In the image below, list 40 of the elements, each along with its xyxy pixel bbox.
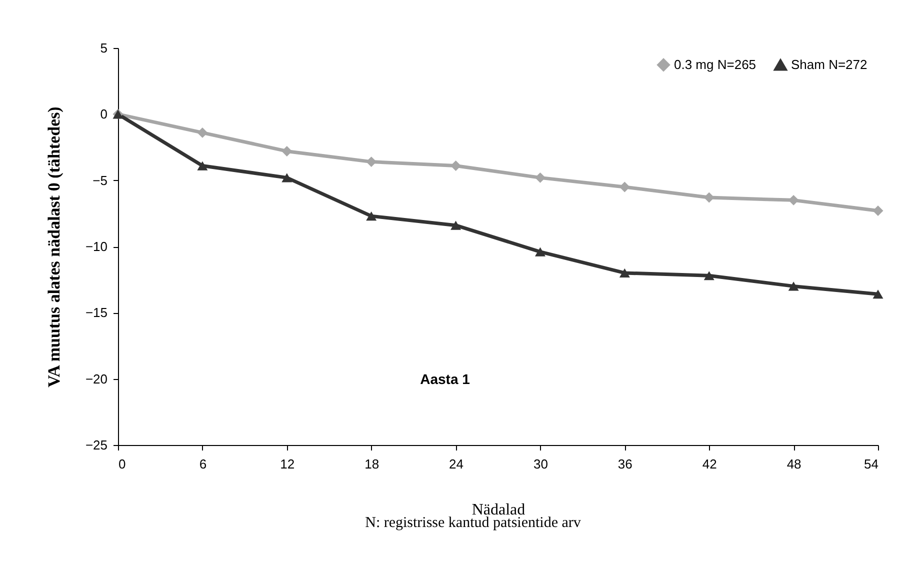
y-tick-label: 0 [100, 106, 108, 122]
y-tick-label: 5 [100, 40, 108, 56]
y-axis-title: VA muutus alates nädalast 0 (tähtedes) [44, 106, 64, 388]
point [282, 146, 292, 156]
point [872, 290, 884, 299]
point [619, 182, 630, 192]
x-tick-label: 30 [533, 456, 548, 472]
point [366, 156, 377, 168]
point [788, 282, 799, 291]
x-tick-label: 18 [364, 456, 380, 472]
x-tick-label: 12 [280, 456, 295, 472]
point [197, 161, 208, 170]
legend-label: 0.3 mg N=265 [674, 56, 756, 72]
annotation: Aasta 1 [420, 371, 470, 387]
point [704, 192, 714, 203]
point [366, 212, 377, 221]
point [197, 127, 208, 138]
x-tick-label: 48 [786, 456, 802, 472]
y-tick-label: −5 [92, 172, 108, 188]
point [534, 172, 546, 183]
point [619, 268, 630, 278]
point [872, 206, 884, 216]
y-tick-label: −15 [85, 305, 108, 320]
point [534, 247, 546, 256]
y-tick-label: −20 [85, 371, 108, 386]
point [450, 220, 462, 230]
x-tick-label: 36 [618, 456, 632, 472]
y-tick-label: −25 [85, 438, 108, 452]
legend-label: Sham N=272 [791, 57, 868, 72]
x-tick-label: 54 [864, 456, 878, 472]
point [704, 271, 714, 280]
x-tick-label: 6 [199, 456, 207, 472]
point [788, 194, 799, 206]
x-tick-label: 0 [118, 456, 126, 472]
text: N: registrisse kantud patsientide arv [365, 515, 582, 531]
x-tick-label: 24 [449, 456, 464, 472]
y-tick-label: −10 [85, 239, 108, 254]
point [282, 173, 292, 182]
x-tick-label: 42 [702, 456, 717, 472]
point [450, 160, 462, 172]
